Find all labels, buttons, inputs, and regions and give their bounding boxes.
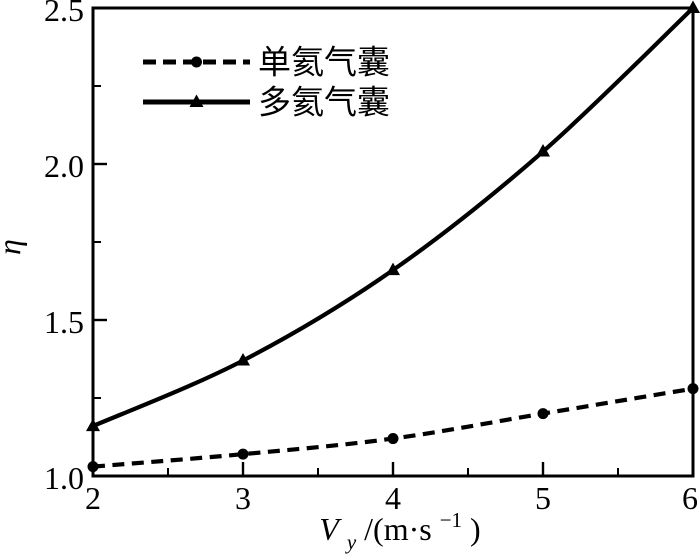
y-tick-label: 1.5 — [44, 304, 84, 340]
y-tick-label: 2.5 — [44, 0, 84, 28]
x-axis-label-units: /(m·s — [364, 511, 432, 547]
x-tick-label: 5 — [535, 480, 551, 516]
x-axis-label: V y /(m·s −1 ) — [319, 498, 480, 556]
data-point-marker-triangle — [386, 262, 400, 276]
legend-item-1: 多氦气囊 — [143, 85, 390, 122]
data-point-marker-triangle — [686, 0, 700, 13]
data-series — [86, 0, 700, 473]
x-axis-label-subscript: y — [345, 530, 357, 554]
legend-item-0: 单氦气囊 — [143, 45, 390, 82]
legend-label: 多氦气囊 — [258, 85, 390, 122]
plot-border — [91, 6, 695, 478]
x-tick-label: 2 — [85, 480, 101, 516]
axis-ticks — [91, 6, 695, 478]
x-tick-label: 3 — [235, 480, 251, 516]
data-point-marker-circle — [87, 461, 99, 473]
legend-label: 单氦气囊 — [258, 45, 390, 82]
data-point-marker-triangle — [189, 94, 204, 107]
x-axis-label-superscript: −1 — [440, 508, 462, 532]
data-point-marker-triangle — [536, 144, 550, 157]
y-axis-label: η — [0, 239, 27, 255]
y-tick-label: 2.0 — [44, 148, 84, 184]
plot-frame — [91, 6, 695, 478]
data-point-marker-circle — [537, 408, 549, 420]
data-point-marker-triangle — [86, 418, 100, 432]
x-tick-label: 6 — [682, 480, 698, 516]
data-point-marker-circle — [687, 383, 699, 395]
data-point-marker-circle — [237, 448, 249, 460]
x-tick-label: 4 — [385, 480, 401, 516]
x-axis-label-close-paren: ) — [470, 511, 481, 547]
y-tick-label: 1.0 — [44, 460, 84, 496]
series-line-1 — [92, 6, 695, 429]
axis-tick-labels: 2 3 4 5 6 1.0 1.5 2.0 2.5 — [44, 0, 698, 516]
data-point-marker-circle — [191, 56, 202, 68]
x-axis-label-variable: V — [319, 511, 342, 547]
data-point-marker-circle — [387, 433, 399, 445]
series-line-0 — [92, 386, 694, 469]
data-point-marker-triangle — [236, 353, 250, 366]
